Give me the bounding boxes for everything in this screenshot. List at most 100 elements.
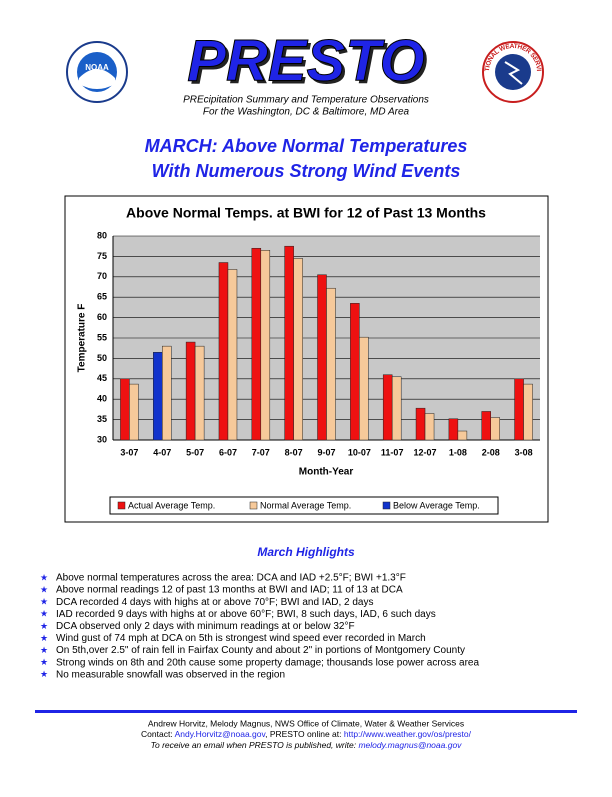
x-tick-label: 11-07 [381,447,404,457]
bullet-star: ★ [40,645,48,655]
bar [490,417,500,441]
highlight-item: DCA recorded 4 days with highs at or abo… [56,597,374,608]
bar [317,274,327,441]
title-shadow: PRESTO [190,31,427,96]
email-link[interactable]: Andy.Horvitz@noaa.gov [175,729,267,739]
highlight-item: Wind gust of 74 mph at DCA on 5th is str… [56,633,426,644]
y-tick-label: 65 [97,292,107,302]
bullet-star: ★ [40,609,48,619]
footer-line: Andrew Horvitz, Melody Magnus, NWS Offic… [148,718,464,728]
x-tick-label: 9-07 [317,447,335,457]
x-tick-label: 8-07 [285,447,303,457]
email-link[interactable]: melody.magnus@noaa.gov [358,740,462,750]
bar [185,341,196,441]
bar [260,250,271,441]
bar [359,336,369,441]
bar [481,411,491,441]
highlights-title: March Highlights [257,545,355,559]
y-tick-label: 75 [97,251,107,261]
chart: 30 35 40 45 50 55 60 65 70 75 80 3-07 4-07 5-07 6-07 7-… [97,230,540,510]
x-tick-label: 3-08 [515,447,533,457]
footer-text: To receive an email when PRESTO is publi… [151,740,357,750]
y-tick-label: 60 [97,312,107,322]
y-tick-label: 55 [97,332,107,342]
highlight-item: On 5th,over 2.5" of rain fell in Fairfax… [56,645,465,656]
bar [415,407,426,441]
footer-line: Contact: Andy.Horvitz@noaa.gov, PRESTO o… [141,729,472,739]
bullet-star: ★ [40,657,48,667]
y-axis-title: Temperature F [77,304,88,373]
bar [284,245,294,441]
y-tick-label: 45 [97,373,107,383]
legend-swatch [249,501,258,510]
legend-label: Below Average Temp. [393,500,480,510]
noaa-logo: NOAA [66,41,128,103]
y-tick-label: 70 [97,271,107,281]
x-tick-label: 7-07 [252,447,270,457]
bar [162,345,172,441]
x-axis-title: Month-Year [299,467,354,478]
headline: With Numerous Strong Wind Events [152,161,461,181]
highlight-item: Strong winds on 8th and 20th cause some … [56,657,479,668]
headline: MARCH: Above Normal Temperatures [145,136,468,156]
bar [251,247,262,441]
url-link[interactable]: http://www.weather.gov/os/presto/ [344,729,472,739]
bar [153,352,163,441]
footer-line: To receive an email when PRESTO is publi… [151,740,463,750]
logo-bolt [504,61,523,85]
legend-box [109,496,499,515]
bar [523,383,533,441]
bullet-star: ★ [40,621,48,631]
x-tick-label: 1-08 [449,447,467,457]
logo-wave [79,69,115,89]
x-tick-label: 3-07 [120,447,138,457]
bullet-star: ★ [40,572,48,582]
legend-label: Normal Average Temp. [260,500,351,510]
bar [129,383,139,441]
legend-swatch [117,501,126,510]
legend-label: Actual Average Temp. [128,500,215,510]
bullet-star: ★ [40,669,48,679]
bullet-star: ★ [40,584,48,594]
bar [218,262,229,441]
bar [120,378,130,441]
x-tick-label: 12-07 [414,447,437,457]
bar [293,258,303,441]
logo-text: NOAA [85,63,109,72]
title: PRESTO [187,28,424,93]
highlight-item: Above normal temperatures across the are… [56,573,406,584]
highlight-item: DCA observed only 2 days with minimum re… [56,621,355,632]
bar [382,374,393,441]
divider [35,710,577,713]
chart-title: Above Normal Temps. at BWI for 12 of Pas… [126,205,486,221]
x-tick-label: 10-07 [348,447,371,457]
legend-swatch [382,501,391,510]
y-tick-label: 50 [97,353,107,363]
x-tick-label: 4-07 [153,447,171,457]
bar [194,345,205,441]
highlight-item: IAD recorded 9 days with highs at or abo… [56,609,436,620]
y-tick-label: 30 [97,434,107,444]
footer-text: Contact: [141,729,173,739]
bullet-star: ★ [40,597,48,607]
highlight-item: Above normal readings 12 of past 13 mont… [56,585,403,596]
x-tick-label: 6-07 [219,447,237,457]
bar [227,269,238,441]
bar [350,303,360,441]
footer-text: , PRESTO online at: [265,729,341,739]
highlight-item: No measurable snowfall was observed in t… [56,669,285,680]
bar [326,287,336,441]
subtitle: PREcipitation Summary and Temperature Ob… [183,95,429,106]
bar [457,430,468,441]
bar [424,413,435,441]
subtitle: For the Washington, DC & Baltimore, MD A… [203,107,410,118]
bar [391,376,402,441]
y-tick-label: 35 [97,414,107,424]
highlights-list: ★ Above normal temperatures across the ar… [40,572,479,680]
x-tick-label: 5-07 [186,447,204,457]
bar [514,378,524,441]
y-tick-label: 40 [97,394,107,404]
bullet-star: ★ [40,633,48,643]
y-tick-label: 80 [97,230,107,240]
